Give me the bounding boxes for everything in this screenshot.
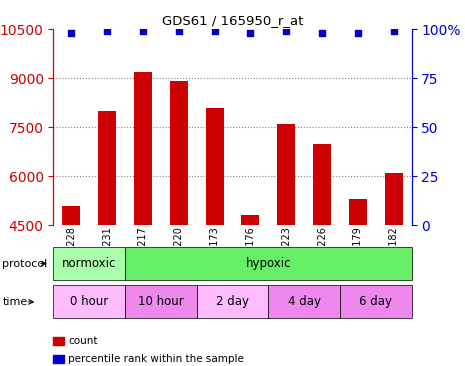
Bar (134, 72, 152, 225)
Title: GDS61 / 165950_r_at: GDS61 / 165950_r_at (162, 14, 303, 27)
Text: 10 hour: 10 hour (138, 295, 184, 309)
Point (67, 30, 75, 36)
Text: time: time (2, 297, 27, 307)
Bar (62, 206, 80, 225)
Bar (349, 199, 367, 225)
Text: 6 day: 6 day (359, 295, 392, 309)
Point (246, 30, 254, 36)
Point (282, 28, 290, 34)
Text: normoxic: normoxic (62, 257, 116, 270)
Bar (277, 124, 295, 225)
Point (318, 30, 325, 36)
Text: 0 hour: 0 hour (70, 295, 108, 309)
Text: percentile rank within the sample: percentile rank within the sample (68, 354, 244, 365)
Text: count: count (68, 336, 98, 346)
Text: 4 day: 4 day (288, 295, 320, 309)
Point (175, 28, 182, 34)
Point (139, 28, 146, 34)
Bar (313, 143, 331, 225)
Text: hypoxic: hypoxic (246, 257, 291, 270)
Text: protocol: protocol (2, 258, 47, 269)
Bar (206, 108, 224, 225)
Bar (98, 111, 116, 225)
Point (211, 28, 218, 34)
Point (390, 28, 397, 34)
Bar (385, 173, 403, 225)
Bar (170, 82, 188, 225)
Bar (241, 215, 259, 225)
Text: 2 day: 2 day (216, 295, 249, 309)
Point (354, 30, 361, 36)
Point (103, 28, 111, 34)
